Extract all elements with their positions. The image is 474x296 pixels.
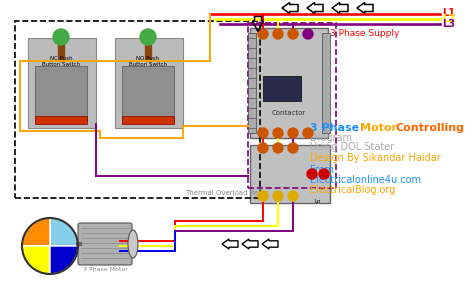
Text: From: From	[310, 165, 334, 175]
FancyBboxPatch shape	[115, 38, 183, 128]
Wedge shape	[22, 218, 50, 246]
Text: Motor: Motor	[360, 123, 401, 133]
Circle shape	[258, 191, 268, 201]
Text: ElectricalBlog.org: ElectricalBlog.org	[310, 185, 395, 195]
Bar	[35, 66, 87, 121]
Circle shape	[288, 29, 298, 39]
Circle shape	[273, 128, 283, 138]
Text: 3 Phase Supply: 3 Phase Supply	[330, 30, 400, 38]
Circle shape	[258, 29, 268, 39]
Bar	[58, 39, 64, 61]
Text: L1: L1	[442, 8, 455, 18]
Text: NO Push
Button Switch: NO Push Button Switch	[129, 56, 167, 67]
Circle shape	[303, 29, 313, 39]
Circle shape	[273, 143, 283, 153]
Circle shape	[140, 29, 156, 45]
Circle shape	[273, 191, 283, 201]
Text: L3: L3	[442, 19, 455, 29]
Bar	[248, 33, 256, 133]
Ellipse shape	[128, 230, 138, 258]
Bar	[122, 116, 174, 124]
Circle shape	[307, 169, 317, 179]
FancyBboxPatch shape	[250, 28, 328, 138]
Text: Using DOL Stater: Using DOL Stater	[310, 142, 394, 152]
FancyBboxPatch shape	[28, 38, 96, 128]
Circle shape	[288, 143, 298, 153]
Text: Ln: Ln	[315, 199, 321, 204]
Text: 3 Phase: 3 Phase	[310, 123, 363, 133]
Wedge shape	[50, 218, 78, 246]
Text: Controlling: Controlling	[396, 123, 465, 133]
Bar	[35, 116, 87, 124]
Text: L2: L2	[442, 14, 455, 24]
Text: Diagram: Diagram	[310, 133, 352, 143]
Text: Thermal Overload Relay: Thermal Overload Relay	[185, 190, 269, 196]
Text: Electricalonline4u.com: Electricalonline4u.com	[310, 175, 421, 185]
Bar	[322, 33, 330, 133]
Text: NC Push
Button Switch: NC Push Button Switch	[42, 56, 80, 67]
Circle shape	[288, 191, 298, 201]
Circle shape	[273, 29, 283, 39]
Text: Design By Sikandar Haidar: Design By Sikandar Haidar	[310, 153, 441, 163]
Wedge shape	[50, 246, 78, 274]
Circle shape	[319, 169, 329, 179]
Bar	[248, 23, 336, 188]
Circle shape	[288, 128, 298, 138]
Circle shape	[258, 128, 268, 138]
Wedge shape	[22, 246, 50, 274]
Bar	[15, 21, 260, 198]
Text: 3 Phase Motor: 3 Phase Motor	[82, 267, 128, 272]
Circle shape	[303, 128, 313, 138]
FancyBboxPatch shape	[250, 145, 330, 203]
Circle shape	[258, 143, 268, 153]
Circle shape	[53, 29, 69, 45]
Bar	[263, 76, 301, 101]
FancyBboxPatch shape	[78, 223, 132, 265]
Text: Contactor: Contactor	[272, 110, 306, 116]
Bar	[145, 39, 151, 61]
Bar	[122, 66, 174, 121]
